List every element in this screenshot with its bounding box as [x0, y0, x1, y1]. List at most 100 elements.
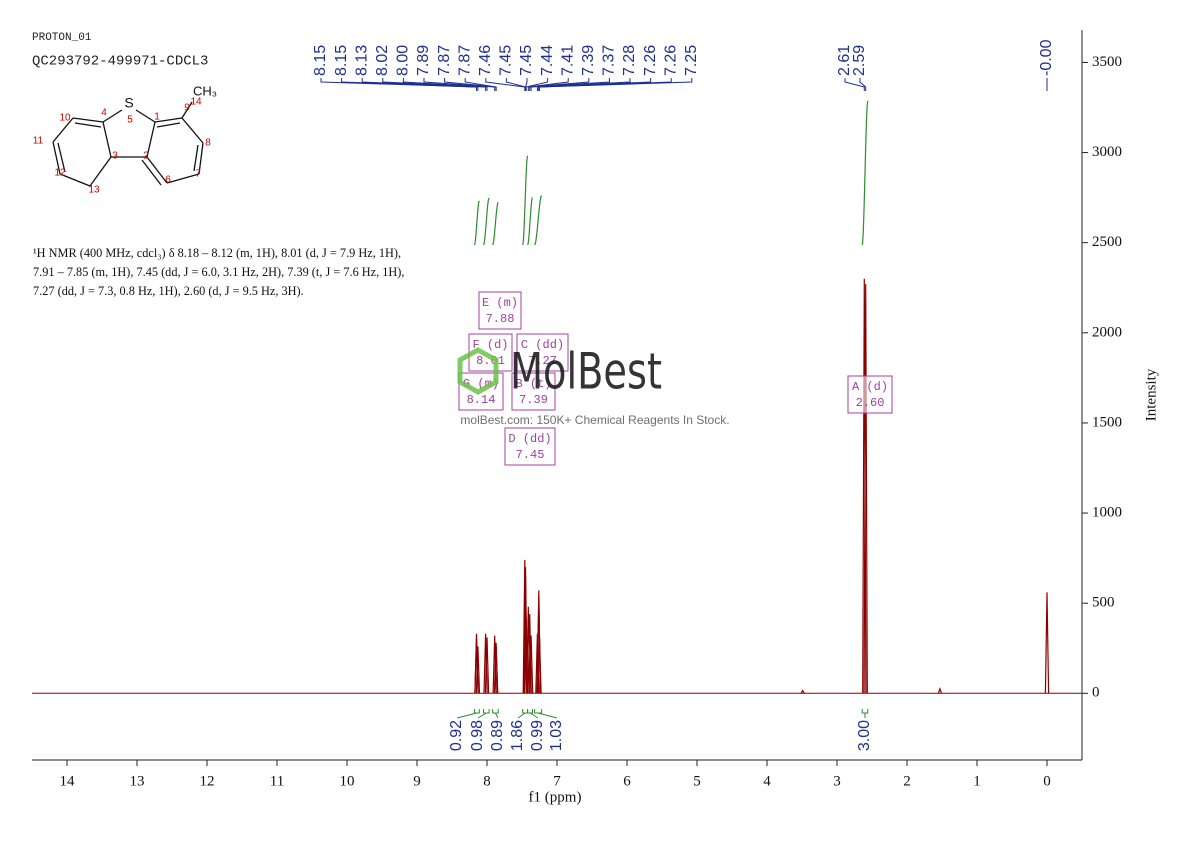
atom-label: 10 [59, 113, 71, 124]
x-tick-label: 3 [833, 773, 841, 789]
multiplet-name: A (d) [852, 380, 888, 394]
peak-label: 7.87 [436, 45, 453, 76]
atom-label: 11 [33, 136, 44, 147]
peak [492, 635, 497, 694]
x-tick-label: 4 [763, 773, 771, 789]
watermark: MolBest molBest.com: 150K+ Chemical Reag… [457, 343, 730, 427]
x-tick-label: 14 [60, 773, 76, 789]
y-axis-title: Intensity [1143, 368, 1159, 421]
atom-label: 9 [184, 103, 190, 114]
atom-label: CH₃ [193, 83, 217, 98]
peak-connector [844, 78, 865, 91]
peak-connector [529, 78, 590, 91]
molecule-bonds [52, 101, 204, 187]
integral-label: 1.86 [509, 720, 526, 751]
peak-connector [485, 78, 526, 91]
experiment-name: PROTON_01 [32, 32, 92, 44]
atom-label: 3 [112, 151, 118, 162]
peak-label: -0.00 [1038, 39, 1055, 76]
peak [863, 284, 868, 694]
peak-connector [382, 78, 487, 91]
x-tick-label: 12 [200, 773, 215, 789]
peak-label: 8.15 [333, 45, 350, 76]
x-tick-label: 11 [270, 773, 284, 789]
peak [493, 646, 499, 694]
integral-bracket [517, 709, 529, 719]
y-tick-label: 1500 [1092, 414, 1122, 430]
multiplet-shift: 7.27 [528, 354, 557, 368]
atom-label: 4 [101, 108, 107, 119]
multiplet-name: D (dd) [508, 432, 551, 446]
integral-curve [473, 200, 480, 246]
integral-bracket [534, 709, 558, 719]
peak [475, 646, 481, 694]
peak [484, 637, 490, 694]
peak-label: 8.00 [395, 45, 412, 76]
peak [862, 278, 867, 694]
watermark-icon [457, 347, 499, 395]
peak-label: 7.44 [539, 45, 556, 76]
x-tick-label: 7 [553, 773, 561, 789]
peak-label: 7.39 [580, 45, 597, 76]
x-tick-label: 9 [413, 773, 421, 789]
integral-bracket [477, 709, 490, 719]
peak [937, 687, 943, 694]
atom-label: S [124, 95, 133, 111]
peak [1044, 592, 1050, 694]
peak-connector [464, 78, 497, 91]
x-tick-label: 1 [973, 773, 981, 789]
integral-bracket [861, 709, 869, 718]
x-tick-label: 10 [340, 773, 355, 789]
peak-connector [505, 78, 526, 91]
x-tick-label: 0 [1043, 773, 1051, 789]
watermark-tagline: molBest.com: 150K+ Chemical Reagents In … [460, 413, 729, 427]
integral-label: 0.98 [469, 720, 486, 751]
integral-label: 0.89 [489, 720, 506, 751]
multiplet-shift: 7.45 [516, 448, 545, 462]
peak-label: 7.37 [601, 45, 618, 76]
peak-label: 2.61 [836, 45, 853, 76]
peak-label: 7.46 [477, 45, 494, 76]
peak [474, 639, 479, 694]
peak [528, 635, 534, 694]
x-tick-label: 6 [623, 773, 631, 789]
peak-label: 7.41 [559, 45, 576, 76]
peak-connector [527, 78, 569, 91]
integral-bracket [527, 709, 539, 719]
atom-label: 2 [143, 151, 149, 162]
peak-label: 8.02 [374, 45, 391, 76]
y-tick-label: 500 [1092, 595, 1115, 611]
peak-label: 2.59 [851, 45, 868, 76]
peak-connector [859, 78, 867, 91]
x-tick-label: 8 [483, 773, 491, 789]
x-axis-title: f1 (ppm) [529, 789, 582, 805]
multiplet-box [847, 375, 893, 414]
atom-label: 6 [165, 175, 171, 186]
integral-curve [861, 100, 869, 246]
peak [537, 637, 542, 694]
peak-label: 7.26 [662, 45, 679, 76]
peak-connector [525, 78, 549, 91]
atom-label: 7 [195, 169, 201, 180]
peak-label: 8.15 [312, 45, 329, 76]
y-tick-label: 2500 [1092, 234, 1122, 250]
peak-label: 7.45 [518, 45, 535, 76]
multiplet-box [511, 372, 556, 411]
peak-label: 7.25 [683, 45, 700, 76]
integral-label: 1.03 [548, 720, 565, 751]
peak-connector [525, 78, 528, 91]
atom-label: 1 [154, 112, 160, 123]
x-tick-label: 5 [693, 773, 701, 789]
integral-label: 0.99 [529, 720, 546, 751]
peak-connector [423, 78, 496, 91]
atom-label: 14 [190, 97, 202, 108]
peak [526, 606, 531, 694]
atom-label: 13 [88, 185, 100, 196]
peak-connector [361, 78, 479, 91]
integral-curve [482, 197, 490, 246]
y-tick-label: 3500 [1092, 54, 1122, 70]
multiplet-name: B (t) [515, 377, 551, 391]
peak [800, 689, 805, 694]
